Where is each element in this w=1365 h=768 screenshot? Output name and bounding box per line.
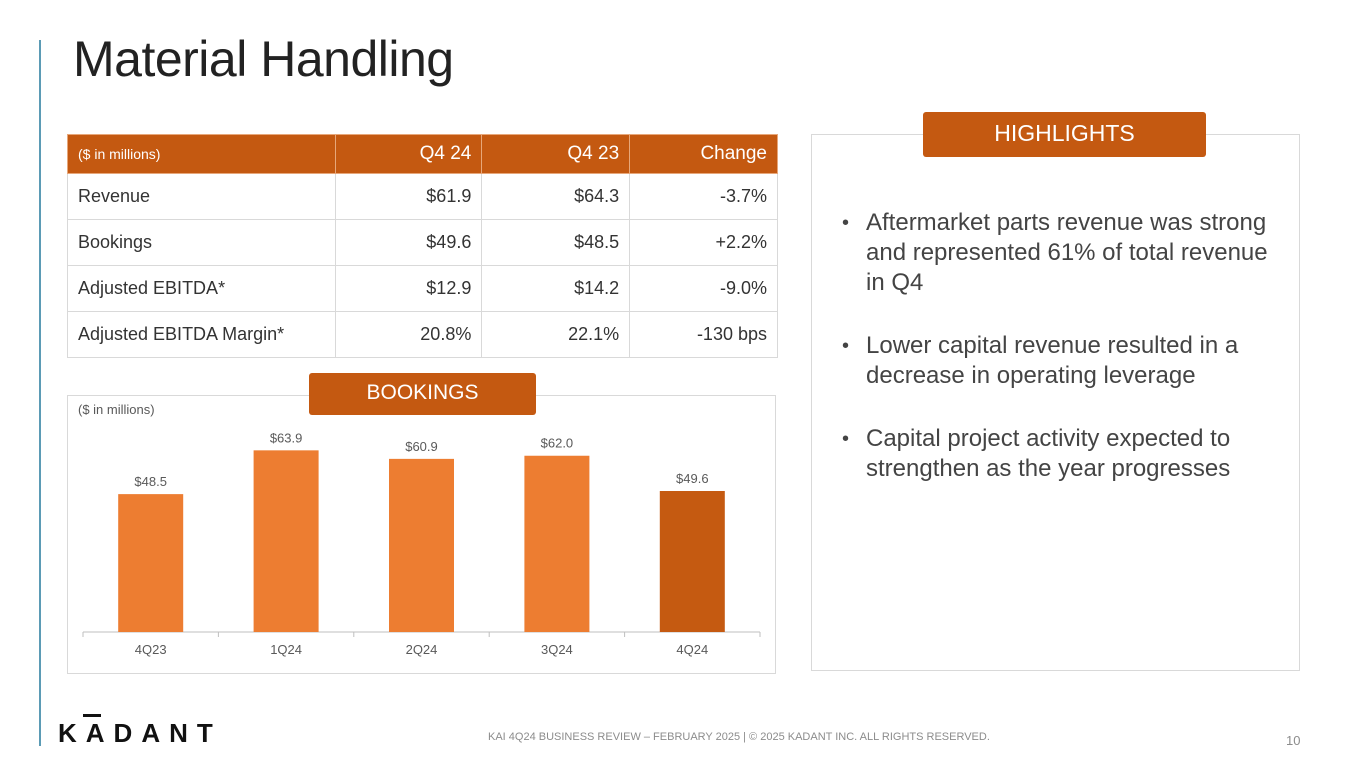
- row-value-change: -9.0%: [629, 265, 778, 312]
- chart-unit-label: ($ in millions): [78, 402, 155, 417]
- row-label: Adjusted EBITDA Margin*: [67, 311, 336, 358]
- highlight-item: • Lower capital revenue resulted in a de…: [842, 331, 1282, 391]
- row-value-q4-24: $61.9: [334, 173, 483, 220]
- row-value-q4-23: $64.3: [481, 173, 631, 220]
- footer-copyright: KAI 4Q24 BUSINESS REVIEW – FEBRUARY 2025…: [488, 731, 990, 743]
- data-label-4q23: $48.5: [134, 474, 167, 489]
- row-value-change: -130 bps: [629, 311, 778, 358]
- data-label-4q24: $49.6: [676, 471, 709, 486]
- row-label: Revenue: [67, 173, 336, 220]
- row-label: Adjusted EBITDA*: [67, 265, 336, 312]
- bar-4q24: [659, 490, 725, 632]
- table-row: Adjusted EBITDA* $12.9 $14.2 -9.0%: [67, 265, 778, 312]
- highlight-text: Aftermarket parts revenue was strong and…: [866, 209, 1268, 296]
- highlight-text: Capital project activity expected to str…: [866, 425, 1231, 482]
- bookings-bar-chart: $48.5 4Q23 $63.9 1Q24 $60.9 2Q24 $62.0 3Q24 $49.…: [82, 430, 761, 657]
- x-tick-label-4q23: 4Q23: [135, 642, 167, 657]
- bar-4q23: [118, 494, 184, 632]
- financial-summary-table: ($ in millions) Q4 24 Q4 23 Change Reven…: [67, 134, 778, 358]
- highlights-list: • Aftermarket parts revenue was strong a…: [842, 208, 1282, 517]
- table-row: Adjusted EBITDA Margin* 20.8% 22.1% -130…: [67, 311, 778, 358]
- page-number: 10: [1286, 733, 1301, 748]
- row-value-q4-23: $14.2: [481, 265, 631, 312]
- data-label-3q24: $62.0: [541, 436, 574, 451]
- highlight-item: • Capital project activity expected to s…: [842, 424, 1282, 484]
- bookings-section-tab: BOOKINGS: [309, 373, 536, 415]
- table-header-q4-23: Q4 23: [481, 134, 631, 174]
- page-title: Material Handling: [73, 31, 454, 87]
- bar-2q24: [389, 458, 454, 632]
- table-row: Revenue $61.9 $64.3 -3.7%: [67, 173, 778, 220]
- row-value-q4-24: $49.6: [334, 219, 483, 266]
- row-value-q4-24: 20.8%: [334, 311, 483, 358]
- data-label-2q24: $60.9: [405, 439, 438, 454]
- bullet-icon: •: [842, 212, 850, 234]
- bar-1q24: [253, 450, 319, 632]
- row-value-change: +2.2%: [629, 219, 778, 266]
- x-tick-label-2q24: 2Q24: [406, 642, 438, 657]
- row-label: Bookings: [67, 219, 336, 266]
- highlight-text: Lower capital revenue resulted in a decr…: [866, 332, 1239, 389]
- bar-3q24: [524, 455, 590, 632]
- row-value-q4-23: 22.1%: [481, 311, 631, 358]
- highlights-section-tab: HIGHLIGHTS: [923, 112, 1206, 157]
- data-label-1q24: $63.9: [270, 430, 303, 445]
- bullet-icon: •: [842, 428, 850, 450]
- row-value-q4-24: $12.9: [334, 265, 483, 312]
- x-tick-label-3q24: 3Q24: [541, 642, 573, 657]
- x-tick-label-4q24: 4Q24: [676, 642, 708, 657]
- highlight-item: • Aftermarket parts revenue was strong a…: [842, 208, 1282, 298]
- x-tick-label-1q24: 1Q24: [270, 642, 302, 657]
- table-row: Bookings $49.6 $48.5 +2.2%: [67, 219, 778, 266]
- table-header-q4-24: Q4 24: [334, 134, 483, 174]
- table-header-row: ($ in millions) Q4 24 Q4 23 Change: [67, 134, 778, 174]
- kadant-logo: KADANT: [58, 718, 222, 748]
- row-value-q4-23: $48.5: [481, 219, 631, 266]
- logo-macron: [83, 714, 101, 717]
- row-value-change: -3.7%: [629, 173, 778, 220]
- left-accent-rule: [39, 40, 41, 746]
- bullet-icon: •: [842, 335, 850, 357]
- table-header-change: Change: [629, 134, 778, 174]
- table-header-units: ($ in millions): [67, 134, 336, 174]
